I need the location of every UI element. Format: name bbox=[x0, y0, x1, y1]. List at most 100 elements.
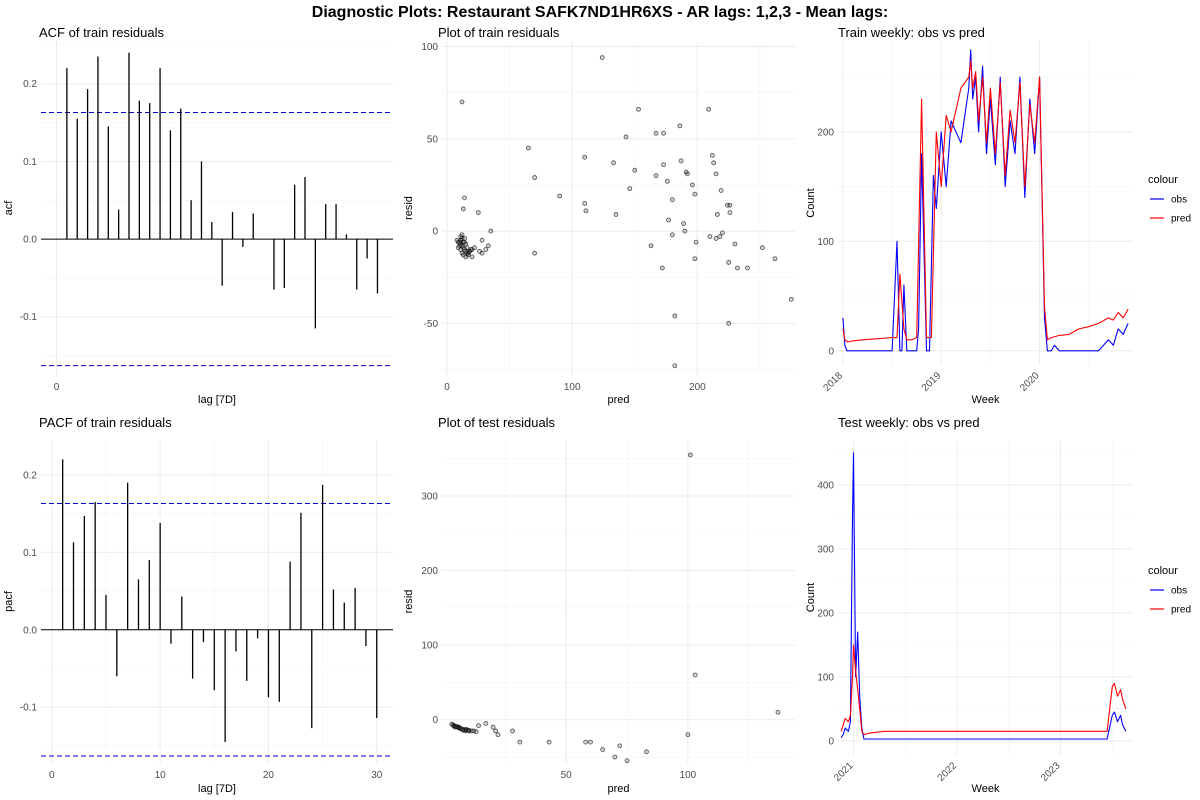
train_resid-point bbox=[460, 239, 466, 245]
train_resid-point bbox=[463, 254, 469, 260]
train_resid-point bbox=[477, 248, 482, 254]
test_resid-point bbox=[483, 721, 489, 726]
train_resid-point bbox=[711, 160, 717, 166]
train_resid-point bbox=[485, 243, 491, 249]
test_resid-panel: Plot of test residuals 0 100 200 300 50 100 pre… bbox=[403, 415, 795, 795]
train_resid-point bbox=[582, 200, 588, 206]
train_resid-point bbox=[678, 158, 684, 164]
test_resid-point bbox=[495, 732, 501, 738]
train_resid-ytick-label: 100 bbox=[421, 42, 438, 53]
test_resid-title: Plot of test residuals bbox=[438, 415, 556, 430]
train_resid-ytick-label: 50 bbox=[427, 134, 439, 145]
test_resid-point bbox=[517, 739, 523, 745]
train_weekly-title: Train weekly: obs vs pred bbox=[838, 25, 985, 40]
test_resid-point bbox=[490, 724, 496, 730]
test_resid-point bbox=[644, 749, 649, 755]
train_resid-point bbox=[669, 197, 675, 203]
train_resid-point bbox=[632, 167, 638, 173]
test_resid-point bbox=[617, 743, 623, 749]
test_weekly-ytick-label: 400 bbox=[817, 480, 834, 491]
pacf-ytick-label: 0.0 bbox=[23, 625, 37, 636]
train_resid-point bbox=[672, 363, 678, 369]
test_resid-ytick-label: 0 bbox=[432, 715, 438, 726]
train_resid-point bbox=[623, 134, 629, 140]
train_resid-point bbox=[653, 173, 659, 179]
train_resid-xtick-label: 0 bbox=[444, 382, 450, 393]
train_weekly-legend-title: colour bbox=[1148, 174, 1178, 186]
test_resid-point bbox=[451, 724, 457, 729]
train_resid-point bbox=[719, 230, 725, 236]
test_resid-grid bbox=[442, 440, 795, 763]
test_weekly-ytick-label: 300 bbox=[817, 544, 834, 555]
pacf-xtick-label: 30 bbox=[371, 770, 383, 781]
test_resid-xtick-label: 100 bbox=[680, 770, 697, 781]
train_resid-point bbox=[732, 241, 738, 247]
train_resid-point bbox=[460, 206, 466, 212]
pacf-ytick-label: 0.1 bbox=[23, 548, 37, 559]
train_resid-point bbox=[455, 245, 461, 251]
train_resid-point bbox=[709, 153, 715, 158]
test_weekly-xtick-label: 2021 bbox=[832, 760, 856, 784]
train_resid-point bbox=[582, 154, 588, 160]
train_weekly-xtick-label: 2019 bbox=[920, 370, 944, 394]
train_resid-point bbox=[726, 320, 732, 326]
test_weekly-ytick-label: 100 bbox=[817, 672, 834, 683]
train_resid-point bbox=[661, 130, 666, 136]
test_weekly-legend: colour obs pred bbox=[1148, 565, 1191, 616]
pacf-xtick-label: 20 bbox=[263, 770, 275, 781]
train_resid-point bbox=[462, 195, 467, 201]
train_resid-point bbox=[468, 247, 474, 252]
test_resid-point bbox=[600, 747, 606, 752]
train_resid-point bbox=[682, 228, 688, 234]
test_weekly-xtick-label: 2023 bbox=[1039, 760, 1063, 784]
test_resid-point bbox=[510, 728, 515, 734]
train_resid-point bbox=[611, 160, 616, 166]
test_resid-point bbox=[546, 739, 552, 745]
acf-ytick-label: 0.0 bbox=[23, 235, 37, 246]
pacf-ytick-label: 0.2 bbox=[23, 470, 37, 481]
train_resid-point bbox=[459, 232, 465, 238]
train_weekly-legend-label: pred bbox=[1171, 214, 1191, 225]
test_resid-point bbox=[493, 728, 498, 734]
train_resid-point bbox=[692, 256, 698, 262]
train_weekly-panel: Train weekly: obs vs pred 0 100 200 2018 2019… bbox=[805, 25, 1191, 406]
pacf-ytick-label: -0.1 bbox=[20, 703, 38, 714]
train_resid-point bbox=[659, 265, 665, 271]
pacf-xtick-label: 0 bbox=[49, 770, 55, 781]
train_resid-point bbox=[661, 162, 666, 168]
test_resid-ytick-label: 100 bbox=[421, 641, 438, 652]
test_weekly-panel: Test weekly: obs vs pred 0 100 200 300 400 202… bbox=[805, 415, 1191, 795]
train_resid-xtick-label: 200 bbox=[689, 382, 706, 393]
pacf-grid bbox=[41, 440, 393, 763]
acf-ylabel: acf bbox=[3, 200, 15, 216]
acf-panel: ACF of train residuals -0.1 0.0 0.1 0.2 0 lag … bbox=[3, 25, 393, 406]
test_resid-ytick-label: 200 bbox=[421, 566, 438, 577]
train_resid-point bbox=[488, 228, 494, 234]
acf-xlabel: lag [7D] bbox=[198, 394, 236, 406]
pacf-title: PACF of train residuals bbox=[39, 415, 172, 430]
test_resid-point bbox=[466, 727, 472, 733]
train_resid-point bbox=[653, 130, 659, 136]
train_resid-point bbox=[692, 191, 698, 197]
train_resid-point bbox=[706, 106, 712, 112]
train_resid-point bbox=[727, 210, 733, 216]
train_resid-point bbox=[666, 217, 671, 223]
train_resid-grid bbox=[442, 41, 795, 375]
train_weekly-grid bbox=[838, 41, 1133, 365]
test_resid-point bbox=[687, 452, 693, 458]
test_weekly-legend-title: colour bbox=[1148, 565, 1178, 577]
train_resid-point bbox=[672, 313, 678, 319]
pacf-ylabel: pacf bbox=[3, 590, 15, 612]
test_resid-xlabel: pred bbox=[607, 783, 629, 795]
train_resid-panel: Plot of train residuals -50 0 50 100 0 100 200 p… bbox=[403, 25, 795, 406]
acf-ytick-label: 0.2 bbox=[23, 79, 37, 90]
test_weekly-series-obs bbox=[840, 452, 1127, 740]
test_resid-ytick-label: 300 bbox=[421, 491, 438, 502]
acf-ytick-label: 0.1 bbox=[23, 157, 37, 168]
train_resid-point bbox=[636, 106, 641, 112]
test_resid-point bbox=[476, 723, 481, 729]
train_resid-xlabel: pred bbox=[607, 394, 629, 406]
test_resid-point bbox=[583, 739, 589, 745]
train_weekly-xtick-label: 2018 bbox=[822, 370, 846, 394]
